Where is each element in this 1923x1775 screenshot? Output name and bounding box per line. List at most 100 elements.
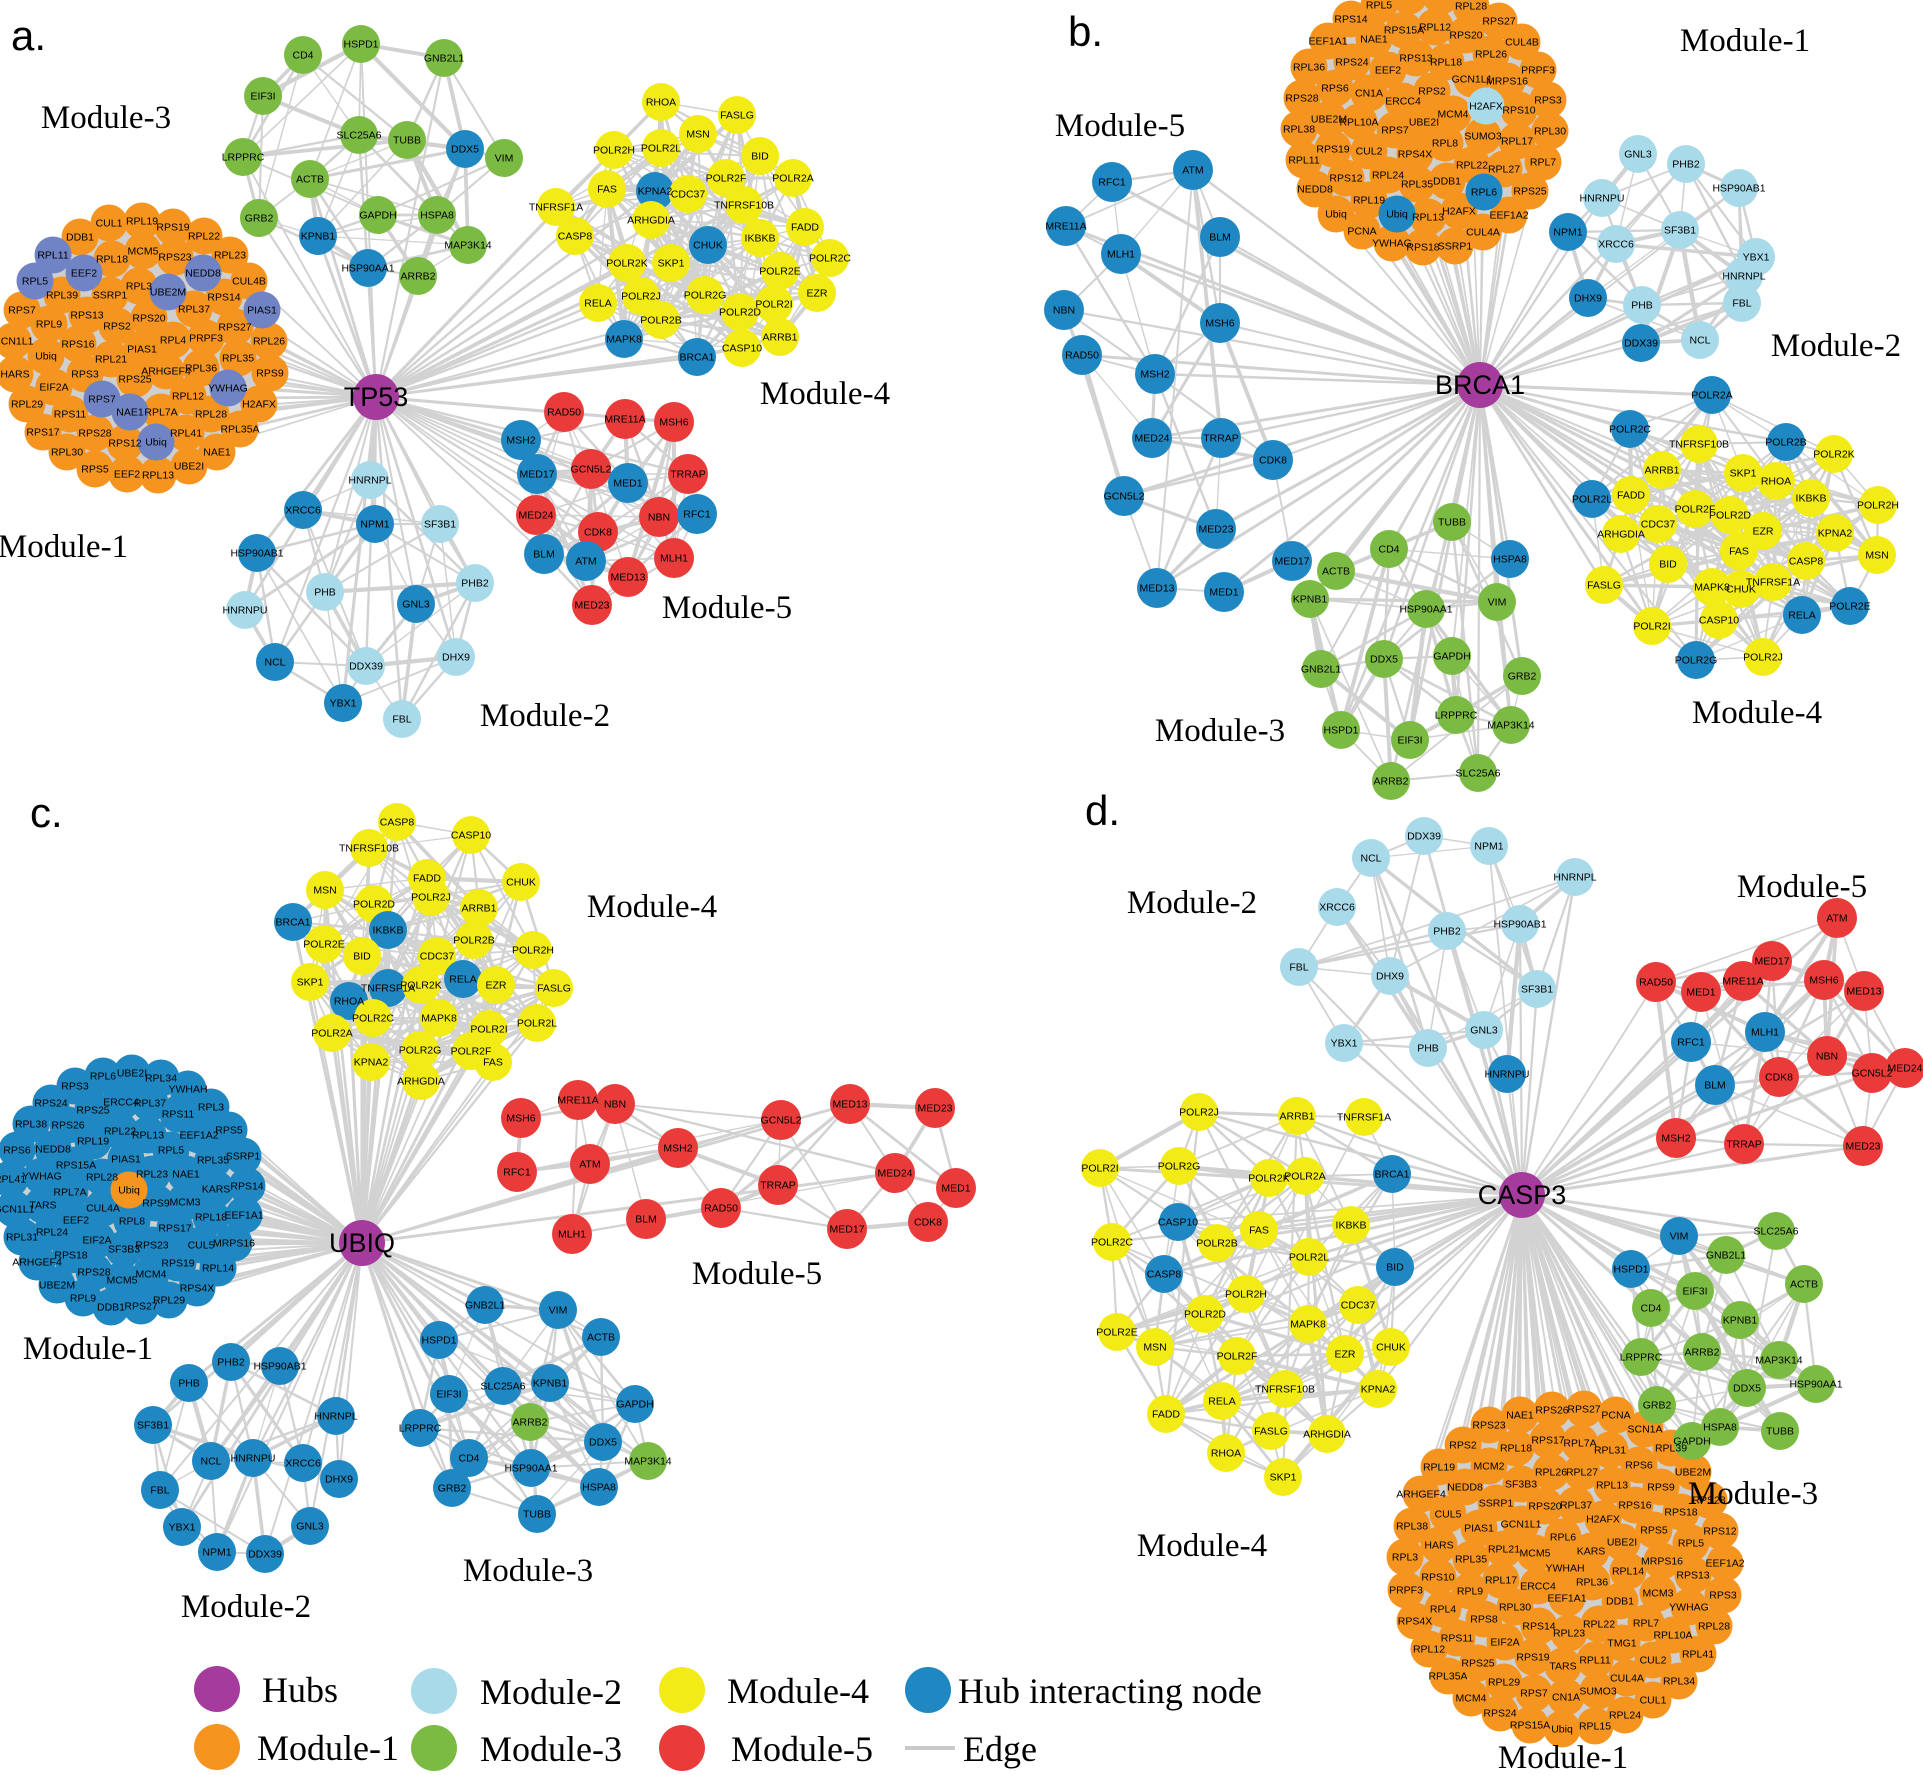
svg-text:MED17: MED17 bbox=[829, 1224, 864, 1236]
svg-text:RPS27: RPS27 bbox=[218, 322, 251, 334]
svg-text:MSH6: MSH6 bbox=[1205, 318, 1234, 330]
svg-text:MSN: MSN bbox=[686, 129, 709, 141]
svg-text:RPS6: RPS6 bbox=[1625, 1460, 1653, 1472]
svg-text:HSP90AA1: HSP90AA1 bbox=[1789, 1379, 1842, 1391]
svg-text:MED13: MED13 bbox=[832, 1099, 867, 1111]
svg-text:RPL11: RPL11 bbox=[1288, 155, 1319, 167]
svg-text:RPS26: RPS26 bbox=[51, 1120, 84, 1132]
svg-text:ARHGEF4: ARHGEF4 bbox=[1396, 1489, 1446, 1501]
svg-text:GCN1L1: GCN1L1 bbox=[0, 1204, 35, 1216]
svg-text:MCM5: MCM5 bbox=[1520, 1548, 1551, 1560]
svg-text:RPS7: RPS7 bbox=[1381, 125, 1409, 137]
svg-text:RPS20: RPS20 bbox=[1528, 1501, 1561, 1513]
svg-text:RPS27: RPS27 bbox=[1567, 1404, 1600, 1416]
svg-text:RPS5: RPS5 bbox=[81, 464, 109, 476]
svg-text:RPL3: RPL3 bbox=[1392, 1552, 1418, 1564]
svg-text:NPM1: NPM1 bbox=[1474, 841, 1503, 853]
svg-text:RPS15A: RPS15A bbox=[1384, 25, 1424, 37]
svg-text:HSP90AA1: HSP90AA1 bbox=[504, 1463, 557, 1475]
svg-text:NCL: NCL bbox=[264, 657, 285, 669]
svg-text:RPL13: RPL13 bbox=[1412, 212, 1444, 224]
svg-text:RPL29: RPL29 bbox=[153, 1295, 185, 1307]
svg-text:RPS23: RPS23 bbox=[1392, 0, 1425, 3]
svg-text:H2AFX: H2AFX bbox=[1586, 1514, 1620, 1526]
svg-text:POLR2J: POLR2J bbox=[621, 291, 661, 303]
svg-text:EIF2A: EIF2A bbox=[1490, 1637, 1519, 1649]
svg-text:GNL3: GNL3 bbox=[1470, 1025, 1498, 1037]
svg-text:BLM: BLM bbox=[635, 1214, 657, 1226]
svg-text:RPL21: RPL21 bbox=[95, 354, 127, 366]
svg-text:HSPA8: HSPA8 bbox=[582, 1482, 616, 1494]
svg-text:NBN: NBN bbox=[604, 1099, 626, 1111]
svg-text:RPS9: RPS9 bbox=[1647, 1482, 1675, 1494]
svg-text:MED17: MED17 bbox=[1274, 556, 1309, 568]
svg-text:Ubiq: Ubiq bbox=[1325, 209, 1347, 221]
svg-text:RPL19: RPL19 bbox=[126, 216, 158, 228]
svg-text:POLR2K: POLR2K bbox=[1813, 449, 1854, 461]
svg-text:POLR2I: POLR2I bbox=[755, 299, 792, 311]
svg-text:DDX5: DDX5 bbox=[589, 1437, 617, 1449]
svg-text:MCM5: MCM5 bbox=[107, 1275, 138, 1287]
svg-text:SF3B3: SF3B3 bbox=[108, 1244, 140, 1256]
svg-text:RPS12: RPS12 bbox=[108, 438, 141, 450]
svg-text:CN1A: CN1A bbox=[1552, 1692, 1580, 1704]
svg-text:MSN: MSN bbox=[1865, 550, 1888, 562]
svg-text:NCL: NCL bbox=[200, 1456, 221, 1468]
svg-text:VIM: VIM bbox=[549, 1305, 568, 1317]
svg-text:FBL: FBL bbox=[1289, 962, 1308, 974]
svg-text:NEDD8: NEDD8 bbox=[1297, 184, 1333, 196]
svg-text:Module-5: Module-5 bbox=[1737, 869, 1867, 905]
svg-text:SKP1: SKP1 bbox=[1730, 468, 1757, 480]
svg-text:RPS6: RPS6 bbox=[1321, 83, 1349, 95]
svg-text:GAPDH: GAPDH bbox=[1673, 1436, 1710, 1448]
svg-text:H2AFX: H2AFX bbox=[242, 399, 276, 411]
svg-text:MSH2: MSH2 bbox=[1140, 369, 1169, 381]
svg-text:KPNB1: KPNB1 bbox=[1723, 1315, 1758, 1327]
svg-text:EEF1A2: EEF1A2 bbox=[179, 1130, 218, 1142]
svg-text:CUL4B: CUL4B bbox=[232, 276, 266, 288]
svg-text:CUL5: CUL5 bbox=[188, 1240, 215, 1252]
svg-text:RPL7: RPL7 bbox=[1633, 1618, 1659, 1630]
svg-text:POLR2B: POLR2B bbox=[453, 935, 494, 947]
svg-text:KPNB1: KPNB1 bbox=[301, 231, 336, 243]
svg-text:GCN1L1: GCN1L1 bbox=[1501, 1519, 1542, 1531]
svg-text:MED17: MED17 bbox=[1754, 956, 1789, 968]
svg-text:RPL9: RPL9 bbox=[36, 319, 62, 331]
svg-text:BLM: BLM bbox=[533, 549, 555, 561]
svg-text:NCL: NCL bbox=[1689, 335, 1710, 347]
svg-text:POLR2K: POLR2K bbox=[606, 258, 647, 270]
svg-text:PRPF3: PRPF3 bbox=[1521, 65, 1555, 77]
svg-text:RPL35A: RPL35A bbox=[1428, 1671, 1467, 1683]
svg-text:TRRAP: TRRAP bbox=[1203, 433, 1239, 445]
svg-text:HNRNPL: HNRNPL bbox=[1553, 872, 1596, 884]
svg-text:FAS: FAS bbox=[483, 1057, 503, 1069]
svg-text:POLR2F: POLR2F bbox=[706, 173, 747, 185]
svg-text:PIAS1: PIAS1 bbox=[1464, 1523, 1494, 1535]
svg-text:POLR2E: POLR2E bbox=[303, 939, 344, 951]
svg-text:b.: b. bbox=[1068, 8, 1103, 55]
svg-text:CUL4A: CUL4A bbox=[1466, 227, 1500, 239]
svg-text:GRB2: GRB2 bbox=[1508, 671, 1537, 683]
svg-text:RPL17: RPL17 bbox=[1501, 136, 1533, 148]
svg-text:RPL21: RPL21 bbox=[1488, 1544, 1520, 1556]
svg-text:Module-3: Module-3 bbox=[480, 1729, 622, 1769]
svg-text:CASP8: CASP8 bbox=[558, 231, 593, 243]
svg-text:XRCC6: XRCC6 bbox=[1319, 902, 1355, 914]
svg-text:RPL19: RPL19 bbox=[1353, 195, 1385, 207]
svg-text:NEDD8: NEDD8 bbox=[35, 1144, 71, 1156]
svg-text:HSP90AB1: HSP90AB1 bbox=[230, 548, 283, 560]
svg-text:MED13: MED13 bbox=[610, 572, 645, 584]
svg-text:CUL1: CUL1 bbox=[1640, 1695, 1667, 1707]
svg-text:PRPF3: PRPF3 bbox=[189, 333, 223, 345]
svg-text:RPL22: RPL22 bbox=[1456, 160, 1488, 172]
svg-text:NBN: NBN bbox=[648, 512, 670, 524]
svg-text:GAPDH: GAPDH bbox=[359, 210, 396, 222]
svg-text:EZR: EZR bbox=[1335, 1349, 1356, 1361]
svg-text:SLC25A6: SLC25A6 bbox=[337, 130, 382, 142]
svg-text:BRCA1: BRCA1 bbox=[1435, 370, 1525, 400]
svg-text:POLR2L: POLR2L bbox=[1289, 1252, 1329, 1264]
svg-text:c.: c. bbox=[30, 789, 63, 836]
svg-text:RPL29: RPL29 bbox=[1488, 1677, 1520, 1689]
svg-text:RPS3: RPS3 bbox=[61, 1081, 89, 1093]
svg-text:HSPD1: HSPD1 bbox=[343, 39, 378, 51]
